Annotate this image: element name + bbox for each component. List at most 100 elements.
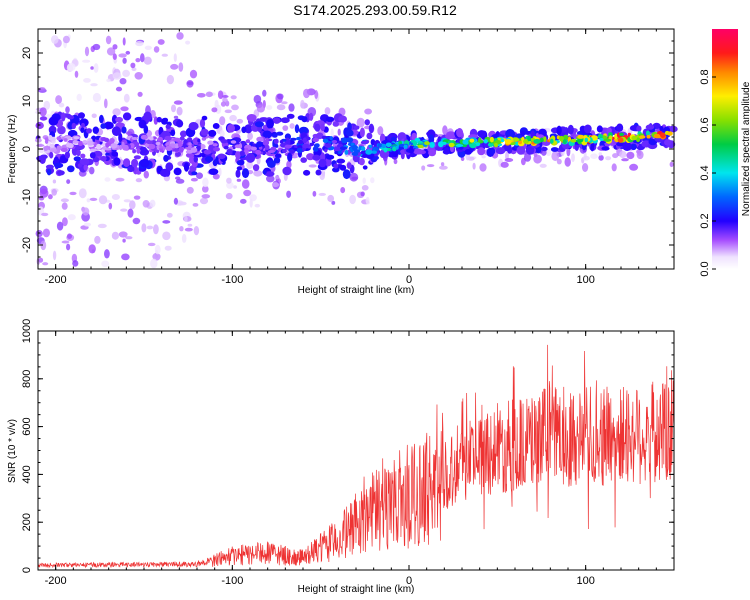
spectrogram-ridge-cell <box>312 137 319 143</box>
spectrogram-ridge-cell <box>148 136 154 141</box>
spectrogram-band-blob <box>83 164 88 171</box>
spectrogram-ridge-cell <box>563 134 569 140</box>
spectrogram-ridge-cell <box>577 134 584 139</box>
spectrogram-band-blob <box>115 122 125 128</box>
spectrogram-band-blob <box>160 168 170 177</box>
spectrogram-noise-blob <box>231 104 239 111</box>
spectrogram-noise-blob <box>83 222 91 227</box>
spectrogram-ridge-cell <box>255 149 262 155</box>
spectrogram-y-label: Frequency (Hz) <box>7 115 18 184</box>
spectrogram-noise-blob <box>60 198 69 203</box>
spectrogram-ridge-cell <box>157 136 164 142</box>
spectrogram-band-blob <box>189 155 195 164</box>
spectrogram-noise-blob <box>111 194 120 200</box>
spectrogram-noise-blob <box>112 44 118 50</box>
spectrogram-ridge-cell <box>223 145 229 150</box>
spectrogram-noise-blob <box>141 223 147 233</box>
spectrogram-noise-blob <box>202 177 209 188</box>
spectrogram-band-blob <box>333 163 339 169</box>
spectrogram-ridge-cell <box>309 142 315 147</box>
spectrogram-noise-blob <box>247 132 254 140</box>
spectrogram-noise-blob <box>48 194 53 200</box>
spectrogram-band-blob <box>80 153 86 159</box>
spectrogram-noise-blob <box>327 194 335 203</box>
spectrogram-noise-blob <box>133 195 141 200</box>
spectrogram-noise-blob <box>93 63 99 73</box>
spectrogram-ridge-cell <box>296 136 301 141</box>
spectrogram-noise-blob <box>224 109 232 114</box>
spectrogram-noise-blob <box>266 175 275 183</box>
spectrogram-x-tick-label: -100 <box>221 274 243 286</box>
spectrogram-noise-blob <box>201 194 211 199</box>
spectrogram-noise-blob <box>142 200 150 208</box>
spectrogram-noise-blob <box>236 118 244 124</box>
snr-x-tick-label: 100 <box>576 575 594 587</box>
spectrogram-ridge-cell <box>448 142 455 148</box>
spectrogram-ridge-cell <box>324 148 328 153</box>
spectrogram-band-blob <box>140 158 150 168</box>
spectrogram-noise-blob <box>288 103 295 112</box>
spectrogram-ridge-cell <box>177 142 183 148</box>
spectrogram-ridge-cell <box>159 147 163 153</box>
spectrogram-band-blob <box>347 122 352 132</box>
spectrogram-ridge-cell <box>230 140 237 144</box>
spectrogram-noise-blob <box>173 53 177 62</box>
spectrogram-noise-blob <box>219 130 225 138</box>
spectrogram-band-blob <box>468 134 479 139</box>
spectrogram-ridge-cell <box>207 140 214 145</box>
spectrogram-ridge-cell <box>213 146 220 152</box>
spectrogram-band-blob <box>241 126 247 134</box>
spectrogram-noise-blob <box>179 226 184 232</box>
spectrogram-ridge-cell <box>245 139 251 144</box>
spectrogram-band-blob <box>345 129 354 137</box>
spectrogram-band-blob <box>39 154 46 164</box>
spectrogram-noise-blob <box>84 46 90 57</box>
spectrogram-noise-blob <box>440 162 445 167</box>
spectrogram-noise-blob <box>170 63 179 70</box>
spectrogram-band-blob <box>81 122 85 128</box>
spectrogram-ridge-cell <box>619 132 624 136</box>
spectrogram-noise-blob <box>192 203 199 207</box>
spectrogram-ridge-cell <box>186 137 193 143</box>
spectrogram-band-blob <box>530 130 535 138</box>
spectrogram-noise-blob <box>115 177 125 182</box>
spectrogram-ridge-cell <box>78 140 84 146</box>
spectrogram-ridge-cell <box>341 137 348 144</box>
spectrogram-band-blob <box>477 147 486 156</box>
spectrogram-ridge-cell <box>110 143 118 149</box>
spectrogram-band-blob <box>170 129 176 137</box>
spectrogram-noise-blob <box>240 198 247 204</box>
spectrogram-noise-blob <box>51 188 57 196</box>
spectrogram-noise-blob <box>564 157 571 167</box>
spectrogram-band-blob <box>287 152 293 162</box>
spectrogram-ridge-cell <box>360 140 369 145</box>
spectrogram-noise-blob <box>230 95 237 100</box>
spectrogram-noise-blob <box>52 250 57 261</box>
spectrogram-ridge-cell <box>324 143 332 148</box>
spectrogram-ridge-cell <box>617 137 624 143</box>
spectrogram-band-blob <box>201 115 208 121</box>
spectrogram-noise-blob <box>101 260 110 268</box>
spectrogram-noise-blob <box>377 126 384 136</box>
spectrogram-ridge-cell <box>179 136 185 141</box>
spectrogram-band-blob <box>339 164 347 171</box>
spectrogram-noise-blob <box>162 231 171 241</box>
spectrogram-noise-blob <box>92 92 101 103</box>
spectrogram-ridge-cell <box>523 139 529 144</box>
colorbar: 0.0 0.2 0.4 0.6 0.8 Normalized spectral ampl… <box>699 29 750 277</box>
spectrogram-noise-blob <box>356 117 365 128</box>
spectrogram-noise-blob <box>426 164 435 168</box>
spectrogram-ridge-cell <box>543 136 547 143</box>
spectrogram-ridge-cell <box>339 146 348 150</box>
spectrogram-ridge-cell <box>250 146 257 151</box>
spectrogram-noise-blob <box>629 163 639 171</box>
spectrogram-x-tick-label: 0 <box>406 274 412 286</box>
spectrogram-ridge-cell <box>653 133 661 139</box>
spectrogram-noise-blob <box>120 106 129 112</box>
spectrogram-ridge-cell <box>136 148 141 154</box>
spectrogram-noise-blob <box>58 102 65 108</box>
spectrogram-ridge-cell <box>159 143 163 149</box>
spectrogram-ridge-cell <box>43 146 49 151</box>
spectrogram-noise-blob <box>42 228 51 238</box>
